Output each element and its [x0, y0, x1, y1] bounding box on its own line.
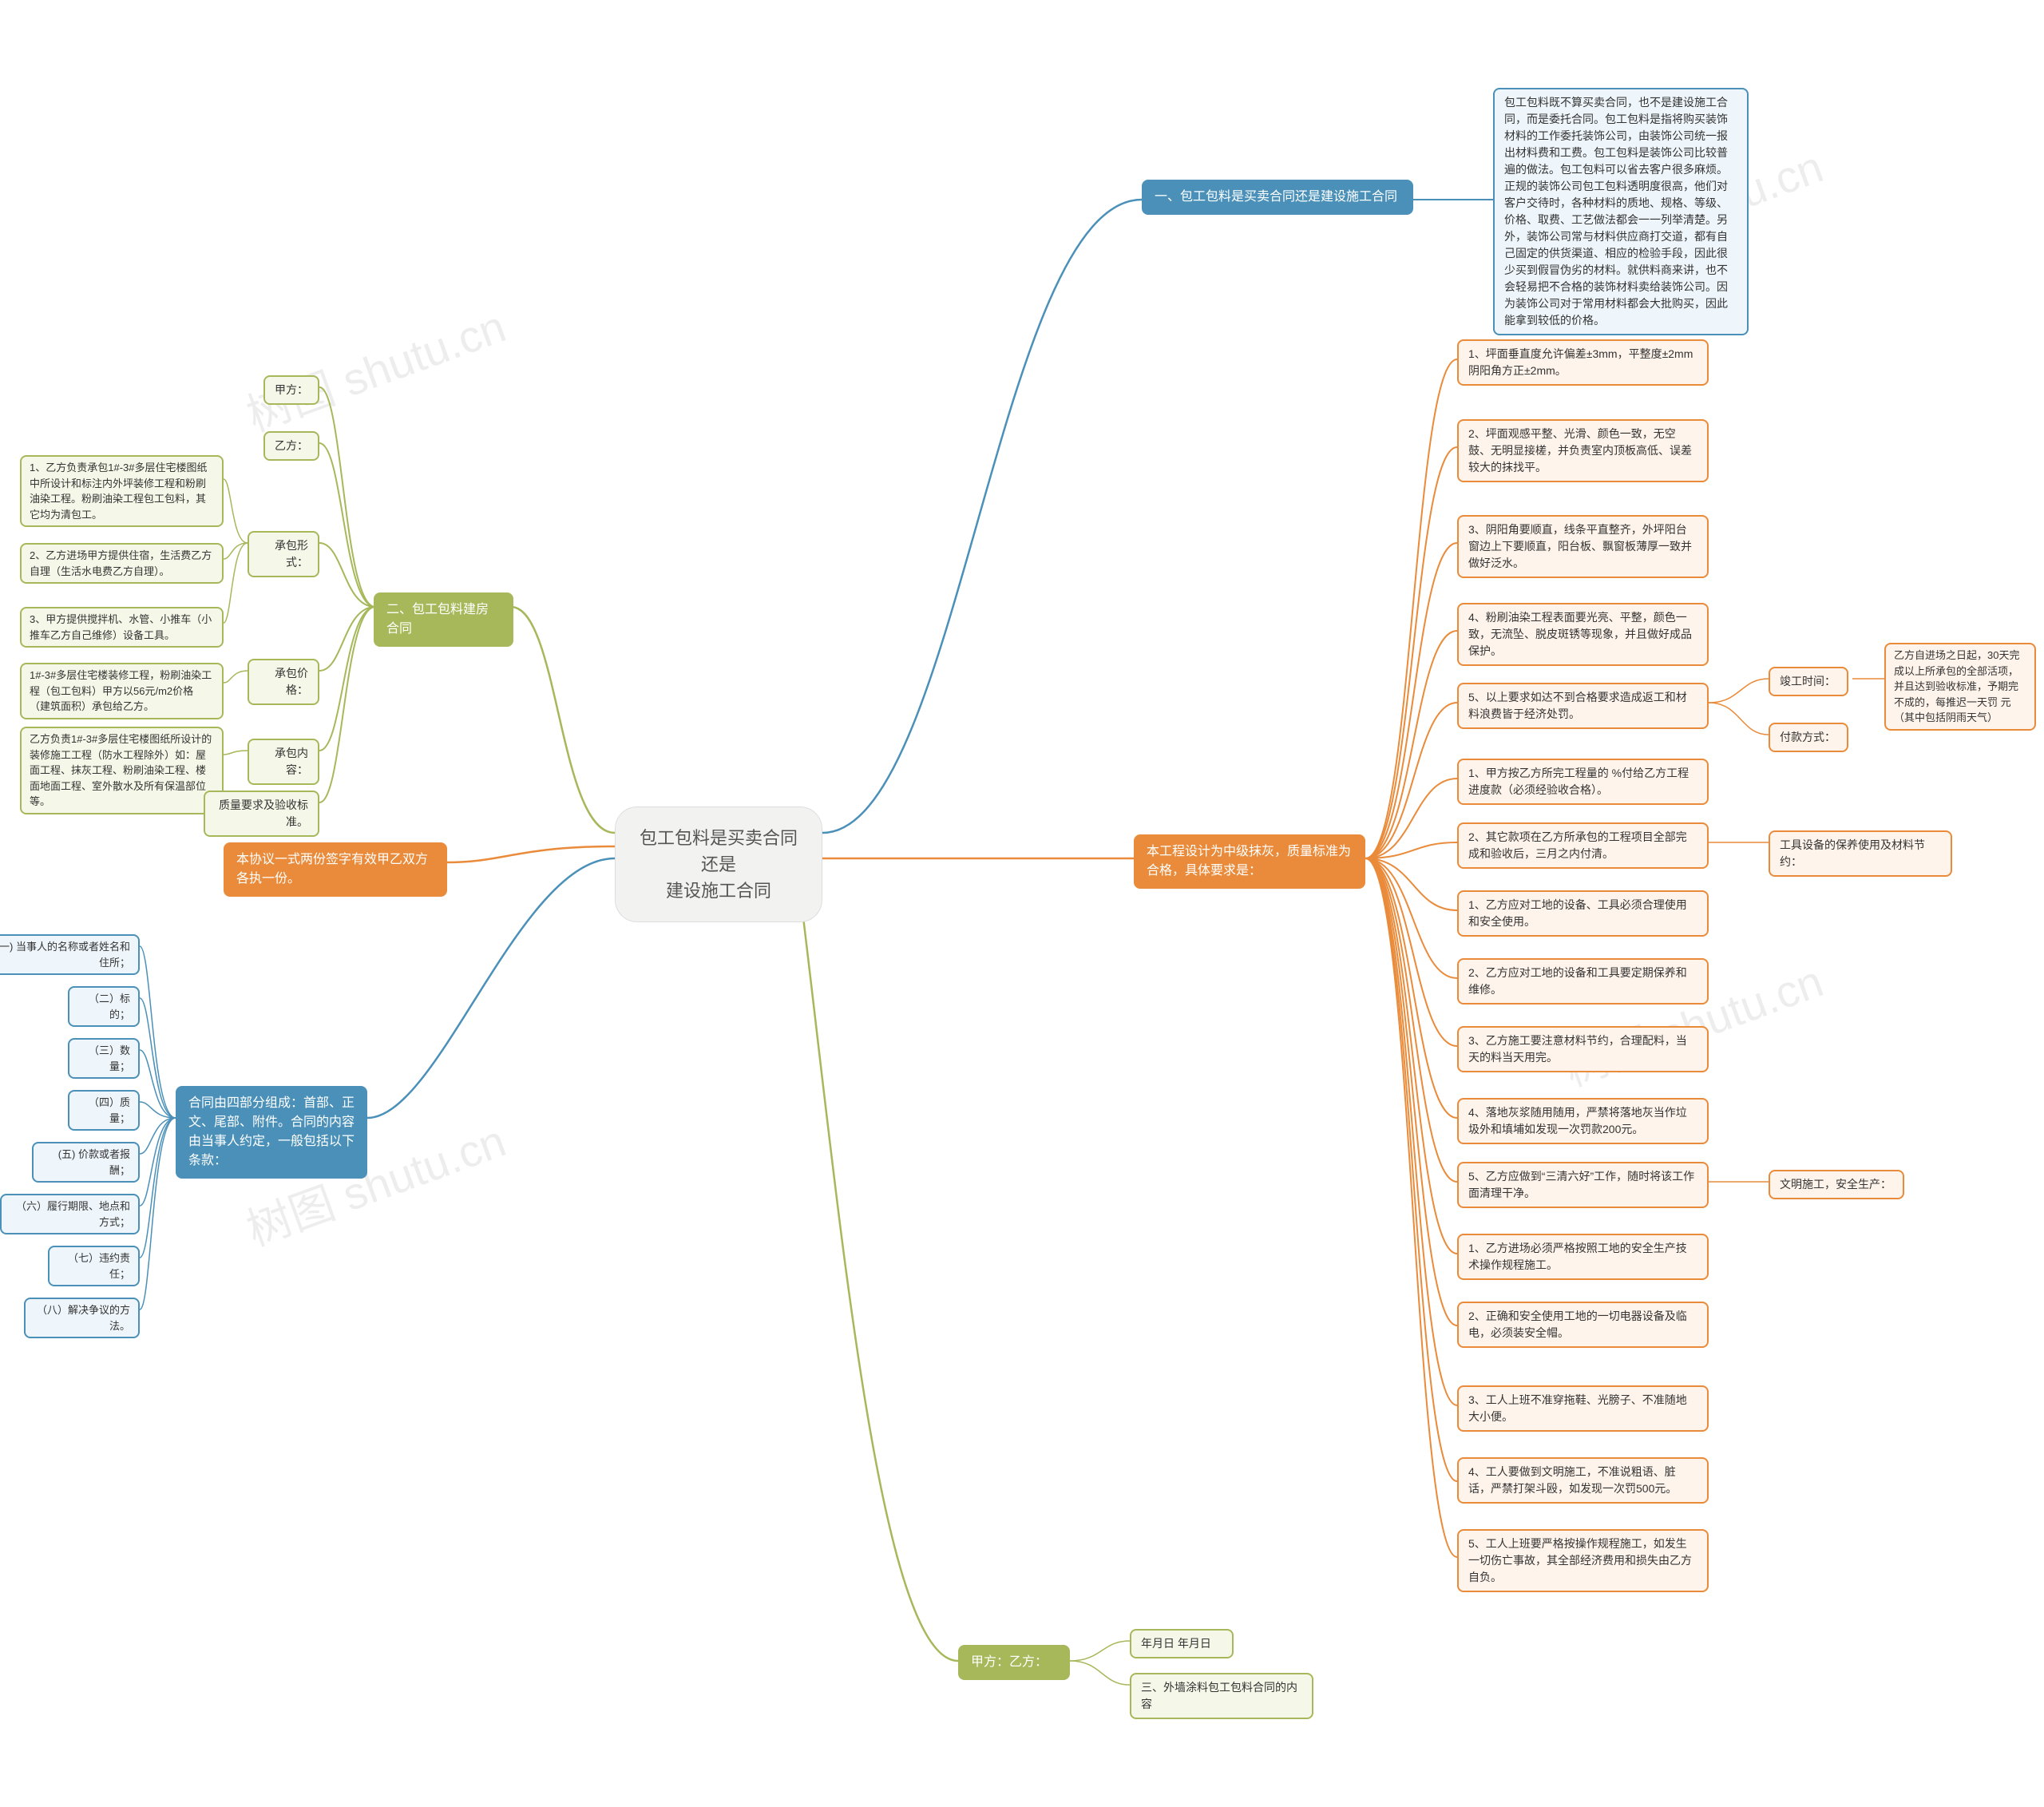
branchQ-jungong-label: 竣工时间： — [1769, 667, 1848, 696]
branch2-cbform-1: 1、乙方负责承包1#-3#多层住宅楼图纸中所设计和标注内外坪装修工程和粉刷油染工… — [20, 455, 224, 527]
branchQ-item3: 3、阴阳角要顺直，线条平直整齐，外坪阳台窗边上下要顺直，阳台板、飘窗板薄厚一致并… — [1457, 515, 1709, 578]
branchQ-tool2: 2、乙方应对工地的设备和工具要定期保养和维修。 — [1457, 958, 1709, 1005]
branch2-quality-label: 质量要求及验收标准。 — [204, 791, 319, 837]
branchQ-jungong-text: 乙方自进场之日起，30天完成以上所承包的全部活项，并且达到验收标准，予期完不成的… — [1884, 643, 2036, 731]
branchQ-safety-label: 文明施工，安全生产： — [1769, 1170, 1904, 1199]
branch4-item4: （四）质量； — [68, 1090, 140, 1131]
branch1-detail: 包工包料既不算买卖合同，也不是建设施工合同，而是委托合同。包工包料是指将购买装饰… — [1493, 88, 1749, 335]
branch4-item6: （六）履行期限、地点和方式； — [0, 1194, 140, 1234]
root-node: 包工包料是买卖合同还是建设施工合同 — [615, 806, 822, 922]
branchQ-item1: 1、坪面垂直度允许偏差±3mm，平整度±2mm阴阳角方正±2mm。 — [1457, 339, 1709, 386]
branch2-cbform-3: 3、甲方提供搅拌机、水管、小推车（小推车乙方自己维修）设备工具。 — [20, 607, 224, 648]
branchQ-safety2: 2、正确和安全使用工地的一切电器设备及临电，必须装安全帽。 — [1457, 1302, 1709, 1348]
branch5-date: 年月日 年月日 — [1130, 1629, 1234, 1658]
branch2-cbcontent-label: 承包内容： — [248, 739, 319, 785]
branchQ-item4: 4、粉刷油染工程表面要光亮、平整，颜色一致，无流坠、脱皮斑锈等现象，并且做好成品… — [1457, 603, 1709, 666]
watermark: 树图 shutu.cn — [236, 291, 513, 444]
branch4-item1: (一) 当事人的名称或者姓名和住所； — [0, 934, 140, 975]
branch2-cbprice-text: 1#-3#多层住宅楼装修工程，粉刷油染工程（包工包料）甲方以56元/m2价格（建… — [20, 663, 224, 719]
branchQ-tool3: 3、乙方施工要注意材料节约，合理配料，当天的料当天用完。 — [1457, 1026, 1709, 1072]
branchQ-safety4: 4、工人要做到文明施工，不准说粗语、脏话，严禁打架斗殴，如发现一次罚500元。 — [1457, 1457, 1709, 1504]
branch2-cbprice-label: 承包价格： — [248, 659, 319, 705]
branch5-sub: 三、外墙涂料包工包料合同的内容 — [1130, 1673, 1313, 1719]
branch4-item5: (五) 价款或者报酬； — [32, 1142, 140, 1183]
branchQ-pay1: 1、甲方按乙方所完工程量的 %付给乙方工程进度款（必须经验收合格）。 — [1457, 759, 1709, 805]
branch4-item3: （三）数量； — [68, 1038, 140, 1079]
branch4-item2: （二）标的； — [68, 986, 140, 1027]
branch2-cbcontent-text: 乙方负责1#-3#多层住宅楼图纸所设计的装修施工工程（防水工程除外）如：屋面工程… — [20, 727, 224, 814]
branch4-item8: （八）解决争议的方法。 — [24, 1298, 140, 1338]
branch3-title: 本协议一式两份签字有效甲乙双方各执一份。 — [224, 842, 447, 897]
branchQ-tool5: 5、乙方应做到“三清六好”工作，随时将该工作面清理干净。 — [1457, 1162, 1709, 1208]
branchQ-tool4: 4、落地灰浆随用随用，严禁将落地灰当作垃圾外和填埔如发现一次罚款200元。 — [1457, 1098, 1709, 1144]
branch5-title: 甲方：乙方： — [958, 1645, 1070, 1680]
branch2-jia: 甲方： — [263, 375, 319, 405]
branch4-item7: （七）违约责任； — [48, 1246, 140, 1286]
branchQ-title: 本工程设计为中级抹灰，质量标准为合格，具体要求是： — [1134, 834, 1365, 889]
branchQ-item2: 2、坪面观感平整、光滑、颜色一致，无空鼓、无明显接槎，并负责室内顶板高低、误差较… — [1457, 419, 1709, 482]
branch4-title: 合同由四部分组成：首部、正文、尾部、附件。合同的内容由当事人约定，一般包括以下条… — [176, 1086, 367, 1179]
branch1-title: 一、包工包料是买卖合同还是建设施工合同 — [1142, 180, 1413, 215]
branchQ-pay2: 2、其它款项在乙方所承包的工程项目全部完成和验收后，三月之内付清。 — [1457, 822, 1709, 869]
branch2-cbform-label: 承包形式： — [248, 531, 319, 577]
branchQ-safety5: 5、工人上班要严格按操作规程施工，如发生一切伤亡事故，其全部经济费用和损失由乙方… — [1457, 1529, 1709, 1592]
branchQ-tool-label: 工具设备的保养使用及材料节约： — [1769, 830, 1952, 877]
branchQ-tool1: 1、乙方应对工地的设备、工具必须合理使用和安全使用。 — [1457, 890, 1709, 937]
branchQ-safety3: 3、工人上班不准穿拖鞋、光膀子、不准随地大小便。 — [1457, 1385, 1709, 1432]
branch2-title: 二、包工包料建房合同 — [374, 592, 513, 647]
branchQ-item5: 5、以上要求如达不到合格要求造成返工和材料浪费皆于经济处罚。 — [1457, 683, 1709, 729]
branchQ-fukuan-label: 付款方式： — [1769, 723, 1848, 752]
branchQ-safety1: 1、乙方进场必须严格按照工地的安全生产技术操作规程施工。 — [1457, 1234, 1709, 1280]
branch2-yi: 乙方： — [263, 431, 319, 461]
branch2-cbform-2: 2、乙方进场甲方提供住宿，生活费乙方自理（生活水电费乙方自理）。 — [20, 543, 224, 584]
